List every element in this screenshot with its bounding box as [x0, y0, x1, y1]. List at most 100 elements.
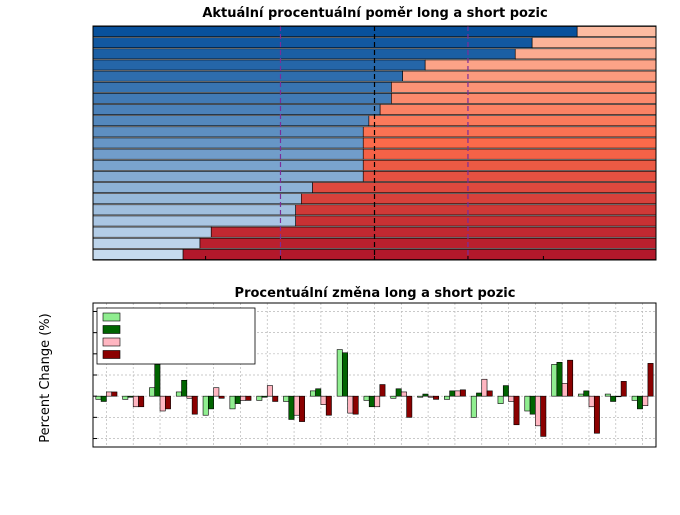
short-bar [391, 81, 657, 93]
bar-weekly-changes-in-shorts [299, 395, 305, 422]
bar-daily-changes-in-longs [149, 387, 156, 397]
bar-weekly-changes-in-shorts [352, 395, 359, 415]
bar-daily-changes-in-longs [309, 390, 316, 397]
bar-weekly-changes-in-longs [636, 395, 643, 410]
bar-daily-changes-in-shorts [481, 378, 488, 397]
bar-weekly-changes-in-longs [154, 364, 161, 397]
short-bar [379, 104, 657, 115]
long-bar [92, 70, 403, 82]
bar-weekly-changes-in-longs [449, 390, 456, 397]
bar-weekly-changes-in-shorts [379, 384, 386, 397]
bar-weekly-changes-in-longs [315, 388, 322, 397]
bar-weekly-changes-in-longs [368, 395, 375, 408]
bar-daily-changes-in-shorts [427, 395, 434, 398]
bar-daily-changes-in-longs [122, 395, 129, 400]
bar-weekly-changes-in-shorts [593, 395, 600, 434]
long-bar [92, 237, 201, 249]
long-bar [92, 81, 392, 93]
short-bar [301, 193, 657, 205]
bar-daily-changes-in-shorts [159, 395, 166, 412]
short-bar [362, 171, 657, 182]
bar-daily-changes-in-longs [631, 395, 638, 401]
bar-weekly-changes-in-longs [610, 395, 617, 402]
bar-weekly-changes-in-shorts [406, 395, 413, 418]
bar-daily-changes-in-shorts [561, 383, 568, 397]
chart2-change-bars [92, 302, 657, 448]
bar-weekly-changes-in-shorts [459, 389, 466, 397]
bar-daily-changes-in-longs [390, 395, 397, 399]
long-bar [92, 37, 533, 49]
chart2-title: Procentuální změna long a short pozic [235, 286, 516, 301]
bar-weekly-changes-in-shorts [218, 395, 225, 399]
chart1-ratio-bars [92, 25, 657, 261]
bar-weekly-changes-in-longs [261, 395, 268, 398]
bar-daily-changes-in-shorts [535, 395, 541, 427]
bar-weekly-changes-in-longs [127, 395, 134, 398]
bar-weekly-changes-in-shorts [272, 395, 279, 402]
long-bar [92, 126, 364, 138]
short-bar [402, 70, 657, 82]
bar-weekly-changes-in-shorts [325, 395, 332, 416]
bar-daily-changes-in-longs [256, 395, 263, 401]
long-bar [92, 226, 212, 238]
long-bar [92, 182, 313, 193]
bar-daily-changes-in-longs [604, 393, 611, 397]
long-bar [92, 115, 370, 127]
bar-weekly-changes-in-longs [100, 395, 107, 402]
bar-daily-changes-in-longs [283, 395, 290, 402]
bar-weekly-changes-in-longs [395, 388, 402, 397]
legend [96, 307, 256, 365]
short-bar [362, 137, 657, 149]
bar-daily-changes-in-longs [417, 395, 424, 398]
short-bar [576, 26, 657, 37]
short-bar [362, 126, 657, 138]
long-bar [92, 104, 381, 115]
bar-daily-changes-in-shorts [186, 395, 193, 399]
long-bar [92, 48, 516, 60]
bar-daily-changes-in-shorts [454, 390, 461, 397]
legend-swatch [102, 350, 121, 359]
bar-weekly-changes-in-shorts [111, 391, 118, 397]
legend-frame [96, 307, 256, 365]
bar-weekly-changes-in-shorts [245, 395, 252, 401]
bar-daily-changes-in-longs [363, 395, 370, 401]
legend-swatch [102, 325, 121, 334]
bar-daily-changes-in-shorts [213, 387, 220, 397]
bar-weekly-changes-in-longs [181, 379, 188, 397]
long-bar [92, 148, 364, 160]
bar-daily-changes-in-longs [175, 391, 182, 397]
short-bar [531, 37, 657, 49]
short-bar [210, 226, 657, 238]
bar-weekly-changes-in-longs [342, 352, 348, 397]
bar-daily-changes-in-longs [202, 395, 209, 416]
long-bar [92, 204, 296, 216]
short-bar [199, 237, 657, 249]
bar-daily-changes-in-shorts [106, 391, 113, 397]
bar-daily-changes-in-shorts [508, 395, 515, 402]
bar-daily-changes-in-longs [229, 395, 236, 410]
bar-weekly-changes-in-shorts [191, 395, 198, 415]
bar-daily-changes-in-shorts [320, 395, 327, 405]
bar-daily-changes-in-shorts [132, 395, 139, 408]
chart1-title: Aktuální procentuální poměr long a short… [202, 6, 547, 21]
short-bar [514, 48, 657, 60]
bar-daily-changes-in-shorts [401, 391, 407, 397]
bar-daily-changes-in-longs [497, 395, 504, 404]
long-bar [92, 159, 364, 171]
bar-weekly-changes-in-longs [583, 390, 590, 397]
bar-weekly-changes-in-longs [422, 393, 429, 397]
short-bar [424, 59, 657, 71]
bar-weekly-changes-in-longs [476, 392, 483, 397]
bar-weekly-changes-in-shorts [513, 395, 520, 426]
legend-swatch [102, 337, 121, 347]
bar-weekly-changes-in-shorts [647, 363, 654, 397]
bar-daily-changes-in-longs [524, 395, 531, 412]
short-bar [391, 93, 657, 104]
bar-weekly-changes-in-shorts [567, 359, 574, 397]
bar-daily-changes-in-shorts [266, 385, 273, 397]
short-bar [368, 115, 657, 127]
bar-daily-changes-in-shorts [642, 395, 649, 407]
bar-weekly-changes-in-shorts [138, 395, 145, 408]
long-bar [92, 59, 426, 71]
